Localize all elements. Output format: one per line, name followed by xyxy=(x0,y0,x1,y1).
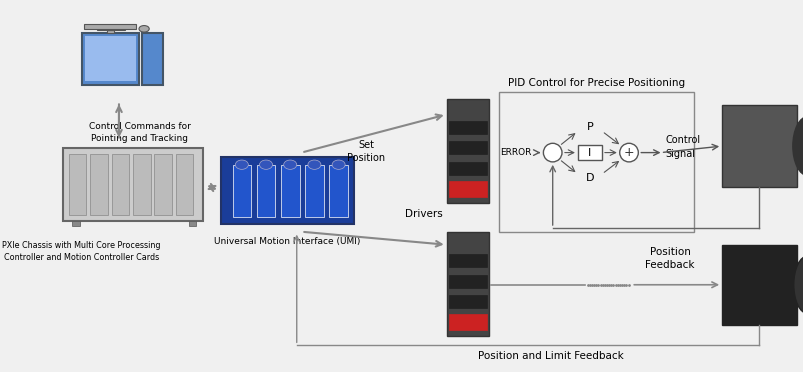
Bar xyxy=(142,32,162,85)
Bar xyxy=(280,165,300,217)
Circle shape xyxy=(619,143,638,162)
Bar xyxy=(446,232,489,336)
Ellipse shape xyxy=(139,26,149,32)
Text: Position and Limit Feedback: Position and Limit Feedback xyxy=(478,351,623,361)
Bar xyxy=(82,32,139,85)
Bar xyxy=(176,154,194,215)
Bar xyxy=(112,154,129,215)
Ellipse shape xyxy=(793,256,803,314)
Text: Position
Feedback: Position Feedback xyxy=(645,247,694,270)
Text: Universal Motion Interface (UMI): Universal Motion Interface (UMI) xyxy=(214,237,361,246)
Bar xyxy=(84,24,136,29)
Bar xyxy=(721,105,796,187)
Text: D: D xyxy=(585,173,593,183)
Text: I: I xyxy=(588,148,591,158)
Bar xyxy=(305,165,324,217)
Bar xyxy=(577,145,601,160)
Bar xyxy=(232,165,251,217)
Bar xyxy=(449,254,486,267)
Text: Control Commands for
Pointing and Tracking: Control Commands for Pointing and Tracki… xyxy=(88,122,190,143)
Bar xyxy=(107,30,114,33)
Bar xyxy=(449,162,486,175)
Text: PXIe Chassis with Multi Core Processing
Controller and Motion Controller Cards: PXIe Chassis with Multi Core Processing … xyxy=(2,241,161,262)
Bar xyxy=(498,92,693,232)
Bar xyxy=(221,157,353,224)
Bar xyxy=(96,26,124,30)
Ellipse shape xyxy=(283,160,296,169)
Bar xyxy=(449,180,486,197)
Bar xyxy=(63,148,202,221)
Bar xyxy=(189,221,196,226)
Bar xyxy=(446,99,489,203)
Text: PID Control for Precise Positioning: PID Control for Precise Positioning xyxy=(507,78,684,89)
Bar xyxy=(154,154,172,215)
Bar xyxy=(90,154,108,215)
Bar xyxy=(721,245,796,325)
Bar xyxy=(72,221,79,226)
Text: ERROR: ERROR xyxy=(499,148,531,157)
Ellipse shape xyxy=(308,160,320,169)
Text: +: + xyxy=(623,146,634,159)
Bar xyxy=(449,314,486,330)
Bar xyxy=(449,275,486,288)
Bar xyxy=(85,36,136,81)
Bar xyxy=(449,295,486,308)
Bar xyxy=(329,165,348,217)
Bar xyxy=(132,154,150,215)
Ellipse shape xyxy=(332,160,344,169)
Bar xyxy=(449,121,486,134)
Text: Control
Signal: Control Signal xyxy=(665,135,699,158)
Ellipse shape xyxy=(259,160,272,169)
Circle shape xyxy=(543,143,561,162)
Text: Drivers: Drivers xyxy=(405,209,442,219)
Text: P: P xyxy=(586,122,593,132)
Ellipse shape xyxy=(792,116,803,176)
Text: Set
Position: Set Position xyxy=(347,140,385,163)
Ellipse shape xyxy=(235,160,248,169)
Bar xyxy=(68,154,86,215)
Bar xyxy=(256,165,275,217)
Bar xyxy=(449,141,486,154)
